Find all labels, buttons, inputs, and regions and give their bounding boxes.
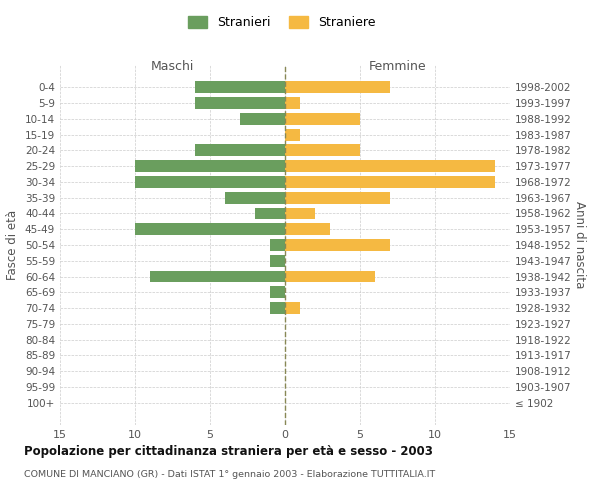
Bar bbox=[285, 176, 495, 188]
Text: Femmine: Femmine bbox=[368, 60, 427, 73]
Bar bbox=[285, 160, 495, 172]
Bar bbox=[195, 82, 285, 93]
Legend: Stranieri, Straniere: Stranieri, Straniere bbox=[184, 11, 380, 34]
Bar bbox=[285, 192, 390, 203]
Bar bbox=[195, 144, 285, 156]
Bar bbox=[285, 144, 360, 156]
Bar bbox=[150, 270, 285, 282]
Bar bbox=[135, 160, 285, 172]
Bar bbox=[255, 208, 285, 220]
Bar bbox=[135, 224, 285, 235]
Bar bbox=[240, 113, 285, 124]
Bar bbox=[225, 192, 285, 203]
Text: Popolazione per cittadinanza straniera per età e sesso - 2003: Popolazione per cittadinanza straniera p… bbox=[24, 445, 433, 458]
Y-axis label: Anni di nascita: Anni di nascita bbox=[572, 202, 586, 288]
Bar bbox=[285, 128, 300, 140]
Bar bbox=[285, 82, 390, 93]
Bar bbox=[285, 239, 390, 251]
Bar bbox=[195, 97, 285, 109]
Bar bbox=[285, 270, 375, 282]
Bar bbox=[270, 255, 285, 266]
Text: COMUNE DI MANCIANO (GR) - Dati ISTAT 1° gennaio 2003 - Elaborazione TUTTITALIA.I: COMUNE DI MANCIANO (GR) - Dati ISTAT 1° … bbox=[24, 470, 435, 479]
Bar bbox=[135, 176, 285, 188]
Bar bbox=[285, 97, 300, 109]
Y-axis label: Fasce di età: Fasce di età bbox=[7, 210, 19, 280]
Bar bbox=[285, 113, 360, 124]
Bar bbox=[270, 302, 285, 314]
Bar bbox=[285, 302, 300, 314]
Bar bbox=[270, 286, 285, 298]
Bar bbox=[285, 208, 315, 220]
Bar bbox=[285, 224, 330, 235]
Bar bbox=[270, 239, 285, 251]
Text: Maschi: Maschi bbox=[151, 60, 194, 73]
